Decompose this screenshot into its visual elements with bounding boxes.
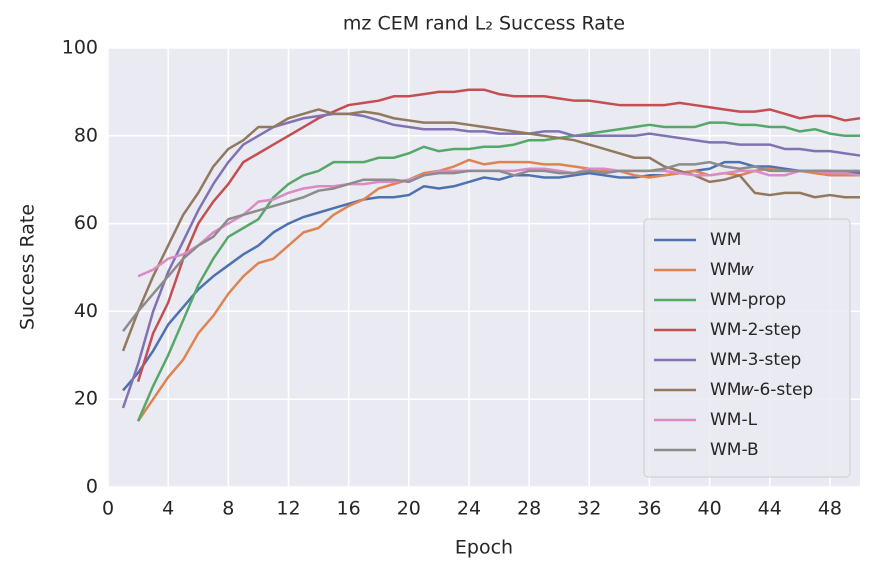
legend-label: WM-B — [710, 440, 759, 460]
x-tick-label: 40 — [698, 498, 722, 520]
legend-label: WM𝑤-6-step — [710, 380, 813, 400]
series-line — [122, 160, 860, 332]
y-tick-label: 100 — [62, 37, 98, 59]
legend-label: WM-2-step — [710, 320, 801, 340]
y-axis-label: Success Rate — [17, 204, 39, 330]
legend-label: WM-prop — [710, 290, 786, 310]
x-tick-label: 48 — [818, 498, 842, 520]
y-tick-label: 40 — [74, 300, 98, 322]
legend-label: WM-3-step — [710, 350, 801, 370]
series-line — [121, 112, 861, 409]
x-axis-label: Epoch — [455, 537, 513, 559]
x-tick-label: 16 — [337, 498, 361, 520]
x-tick-label: 24 — [457, 498, 481, 520]
series-line — [122, 160, 860, 392]
x-tick-label: 32 — [577, 498, 601, 520]
series-line — [136, 121, 860, 422]
legend-label: WM𝑤 — [710, 260, 754, 280]
series-line — [136, 88, 861, 383]
x-tick-label: 28 — [517, 498, 541, 520]
y-tick-label: 0 — [86, 476, 98, 498]
x-tick-label: 12 — [276, 498, 300, 520]
y-tick-label: 60 — [74, 212, 98, 234]
chart-title: mz CEM rand L₂ Success Rate — [343, 13, 625, 35]
series-line — [121, 108, 860, 352]
legend-label: WM — [710, 230, 741, 250]
x-tick-label: 44 — [758, 498, 782, 520]
x-tick-label: 0 — [102, 498, 114, 520]
x-tick-label: 8 — [222, 498, 234, 520]
x-tick-label: 36 — [637, 498, 661, 520]
x-tick-label: 4 — [162, 498, 174, 520]
x-tick-label: 20 — [397, 498, 421, 520]
y-tick-label: 20 — [74, 388, 98, 410]
legend-box — [643, 218, 851, 478]
legend-label: WM-L — [710, 410, 758, 430]
y-tick-label: 80 — [74, 124, 98, 146]
